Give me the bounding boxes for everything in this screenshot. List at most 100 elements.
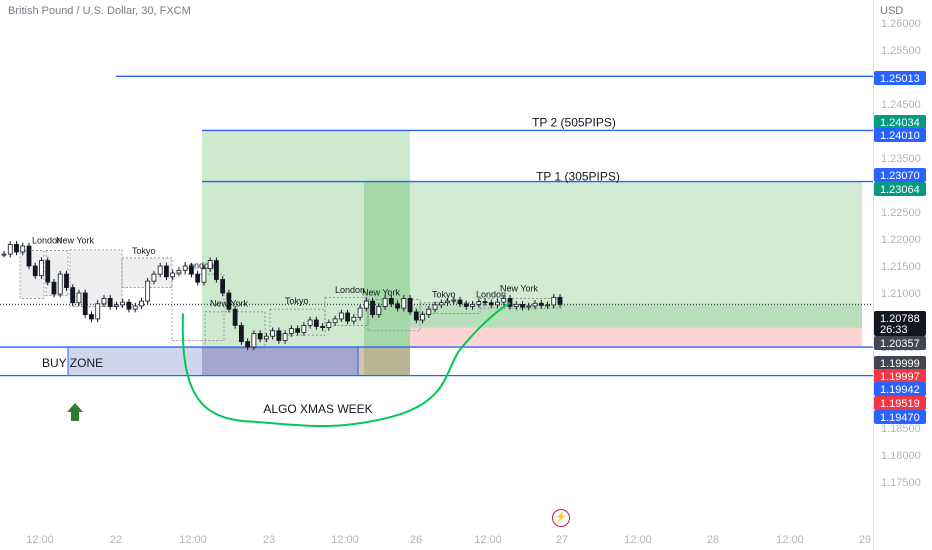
x-tick-label: 26 <box>410 534 422 546</box>
candle-body <box>301 324 307 333</box>
candle-body <box>220 279 226 294</box>
candle-body <box>370 300 375 316</box>
candle-body <box>488 302 494 306</box>
buy-zone-label: BUY ZONE <box>42 356 103 370</box>
price-label-tag <box>874 311 926 325</box>
candle-body <box>145 280 151 302</box>
price-label-text: 1.23064 <box>880 184 920 196</box>
session-box <box>19 249 45 299</box>
session-label: London <box>32 235 62 245</box>
price-label-tag <box>874 128 926 142</box>
x-tick-label: 29 <box>859 534 871 546</box>
y-tick-label: 1.21500 <box>881 261 921 273</box>
candle-body <box>14 243 19 253</box>
candle-body <box>214 260 219 280</box>
x-tick-label: 27 <box>556 534 568 546</box>
candle-body <box>207 260 213 270</box>
buy-zone-overlap <box>202 347 358 376</box>
candle-body <box>70 287 76 304</box>
candle-body <box>189 265 194 275</box>
session-label: London <box>335 285 365 295</box>
candle-body <box>263 335 269 340</box>
candle-body <box>495 301 500 306</box>
y-tick-label: 1.23500 <box>881 153 921 165</box>
price-label-tag <box>874 182 926 196</box>
candle-body <box>232 308 238 326</box>
tp1-label: TP 1 (305PIPS) <box>536 170 620 184</box>
candle-body <box>64 273 69 289</box>
price-label-text: 1.24034 <box>880 117 920 129</box>
x-tick-label: 12:00 <box>179 534 207 546</box>
candle-body <box>513 303 519 307</box>
candle-body <box>57 273 63 295</box>
candle-body <box>351 316 357 322</box>
price-label-tag <box>874 71 926 85</box>
candle-body <box>126 301 132 310</box>
session-label: London <box>184 261 214 271</box>
price-label-tag <box>874 396 926 410</box>
x-tick-label: 22 <box>110 534 122 546</box>
candle-body <box>438 302 444 306</box>
price-label-tag <box>874 115 926 129</box>
y-tick-label: 1.18500 <box>881 423 921 435</box>
candle-body <box>388 297 394 305</box>
candle-body <box>238 324 244 342</box>
session-label: New York <box>56 235 95 245</box>
price-label-text: 1.20357 <box>880 338 920 350</box>
price-label-tag <box>874 356 926 370</box>
candle-body <box>463 303 469 307</box>
candle-body <box>445 300 450 304</box>
lightning-icon[interactable]: ⚡ <box>552 509 570 527</box>
candle-body <box>420 314 425 321</box>
candle-body <box>363 300 369 309</box>
price-label-tag <box>874 168 926 182</box>
up-arrow-icon <box>67 403 83 421</box>
y-tick-label: 1.21000 <box>881 288 921 300</box>
x-tick-label: 12:00 <box>26 534 54 546</box>
x-tick-label: 12:00 <box>331 534 359 546</box>
candle-body <box>120 301 126 306</box>
candle-body <box>251 333 257 348</box>
session-label: Tokyo <box>432 289 456 299</box>
candle-body <box>345 312 350 322</box>
candle-body <box>7 243 13 255</box>
candle-body <box>457 299 463 305</box>
price-label-tag <box>874 410 926 424</box>
candle-body <box>182 265 188 271</box>
candle-body <box>357 307 363 318</box>
candle-body <box>32 265 38 277</box>
candle-body <box>338 312 344 320</box>
price-unit: USD <box>880 5 904 17</box>
entry-zone <box>364 181 410 376</box>
symbol-title: British Pound / U.S. Dollar, 30, FXCM <box>8 5 191 17</box>
tp2-label: TP 2 (505PIPS) <box>532 115 616 129</box>
y-tick-label: 1.17500 <box>881 477 921 489</box>
price-axis-separator <box>873 0 874 550</box>
price-label-tag <box>874 382 926 396</box>
x-tick-label: 23 <box>263 534 275 546</box>
candle-body <box>201 268 207 283</box>
candle-body <box>307 319 313 326</box>
candle-body <box>476 301 482 305</box>
session-box <box>479 298 563 309</box>
candle-body <box>26 245 32 267</box>
candle-body <box>532 302 538 307</box>
candle-body <box>382 297 388 307</box>
candle-body <box>507 297 513 307</box>
profit-zone <box>410 304 862 328</box>
algo-label: ALGO XMAS WEEK <box>263 402 372 416</box>
candle-body <box>82 292 88 316</box>
candle-body <box>151 273 157 282</box>
candle-body <box>426 308 432 316</box>
price-label-text: 1.19519 <box>880 398 920 410</box>
candle-body <box>413 311 419 321</box>
candle-body <box>76 292 82 304</box>
y-tick-label: 1.24500 <box>881 99 921 111</box>
candle-body <box>114 304 119 307</box>
candle-body <box>45 260 51 283</box>
stop-zone-left <box>358 347 410 376</box>
candle-body <box>545 304 550 307</box>
price-label-text: 26:33 <box>880 324 908 336</box>
candle-body <box>401 297 407 309</box>
